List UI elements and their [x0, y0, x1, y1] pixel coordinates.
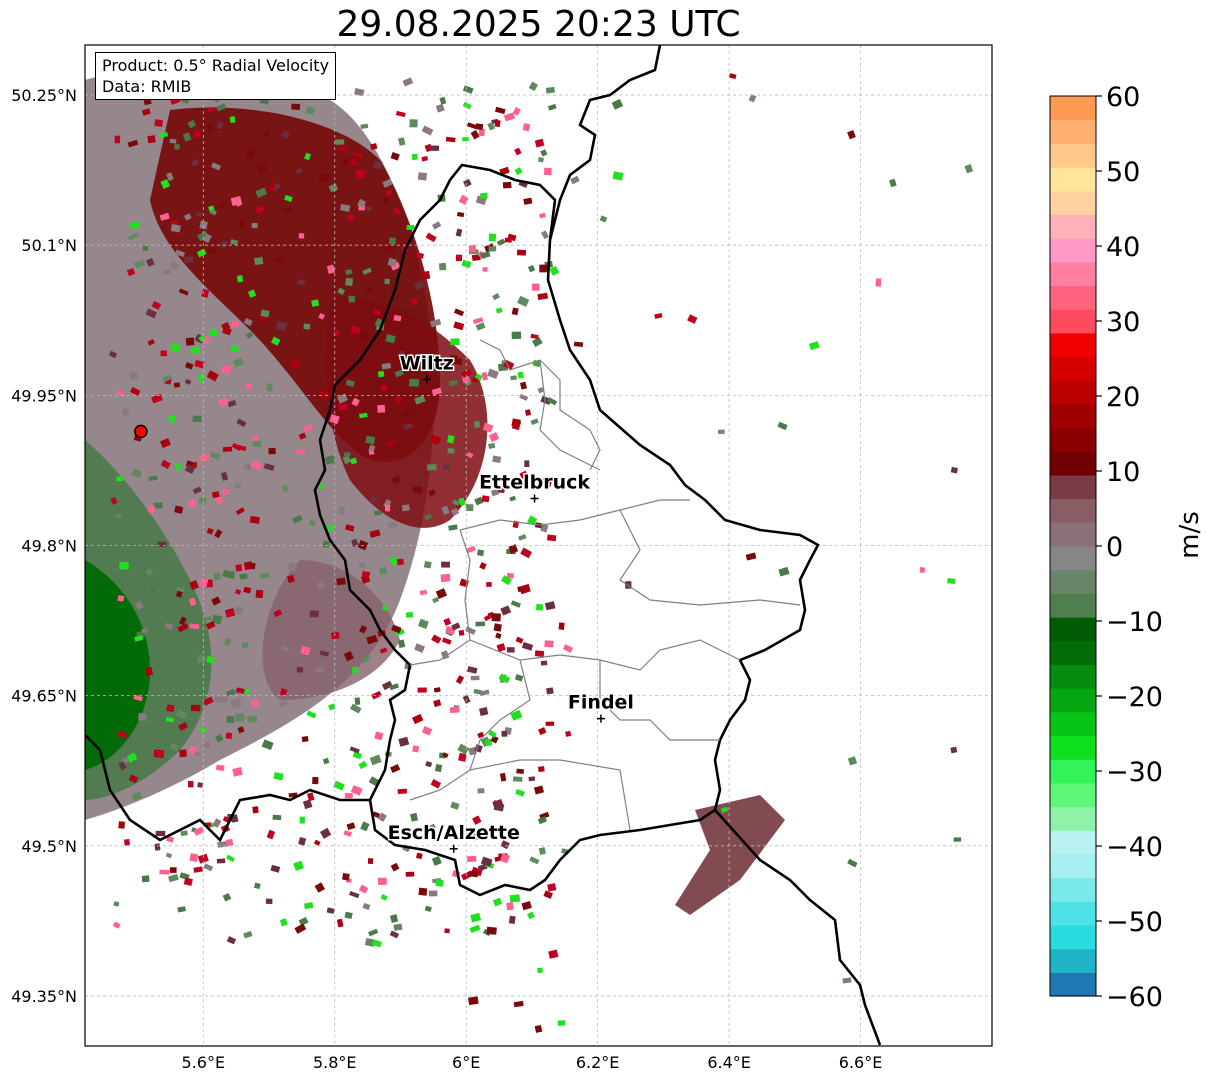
lon-tick-label: 6.6°E [839, 1053, 883, 1072]
city-ettelbruck: Ettelbruck [478, 470, 592, 503]
colorbar-segment [1050, 593, 1096, 618]
colorbar-unit-label: m/s [1174, 511, 1205, 559]
colorbar-segment [1050, 806, 1096, 831]
colorbar-segment [1050, 96, 1096, 121]
colorbar-segment [1050, 640, 1096, 666]
colorbar-segment [1050, 759, 1096, 784]
colorbar-segment [1050, 119, 1096, 144]
lat-tick-label: 50.1°N [21, 236, 77, 255]
product-line: Product: 0.5° Radial Velocity [102, 56, 330, 75]
colorbar-tick-label: −30 [1106, 757, 1163, 788]
canton-borders [409, 499, 801, 831]
colorbar-segment [1050, 948, 1096, 973]
country-border-se [714, 809, 882, 1046]
colorbar-tick-label: −60 [1106, 982, 1163, 1013]
colorbar-tick-label: −40 [1106, 832, 1163, 863]
lat-tick-label: 49.8°N [21, 537, 77, 556]
country-border-west [85, 734, 370, 843]
lon-tick-label: 6.4°E [707, 1053, 751, 1072]
lat-tick-label: 50.25°N [11, 86, 77, 105]
city-findel: Findel [566, 690, 635, 723]
colorbar-segment [1050, 167, 1096, 192]
colorbar-tick-label: −50 [1106, 907, 1163, 938]
colorbar-segment [1050, 309, 1096, 334]
colorbar-segment [1050, 972, 1096, 997]
colorbar [1049, 95, 1102, 997]
echo-field-deepgreen [85, 560, 150, 770]
lat-tick-label: 49.35°N [11, 987, 77, 1006]
radar-speckles [108, 73, 974, 1033]
colorbar-tick-label: 0 [1106, 532, 1123, 563]
colorbar-segment [1050, 498, 1096, 523]
colorbar-segment [1050, 261, 1096, 287]
colorbar-tick-label: −10 [1106, 607, 1163, 638]
colorbar-segment [1050, 356, 1096, 381]
colorbar-segment [1050, 451, 1096, 476]
lon-tick-label: 6.2°E [576, 1053, 620, 1072]
colorbar-tick-label: 10 [1106, 457, 1140, 488]
data-source-line: Data: RMIB [102, 77, 192, 96]
map-title: 29.08.2025 20:23 UTC [336, 4, 741, 45]
city-label: Ettelbruck [479, 471, 590, 493]
city-esch-alzette: Esch/Alzette [386, 820, 521, 853]
colorbar-segment [1050, 735, 1096, 760]
product-info-box: Product: 0.5° Radial Velocity Data: RMIB [95, 52, 337, 100]
colorbar-segment [1050, 285, 1096, 310]
colorbar-segment [1050, 688, 1096, 713]
colorbar-segment [1050, 830, 1096, 855]
colorbar-tick-label: 20 [1106, 382, 1140, 413]
colorbar-segment [1050, 403, 1096, 429]
colorbar-segment [1050, 877, 1096, 902]
colorbar-tick-label: 30 [1106, 307, 1140, 338]
colorbar-segment [1050, 664, 1096, 689]
colorbar-segment [1050, 617, 1096, 642]
longitude-labels: 5.6°E 5.8°E 6°E 6.2°E 6.4°E 6.6°E [182, 1053, 883, 1072]
colorbar-segment [1050, 569, 1096, 594]
echo-field-se [675, 795, 785, 915]
colorbar-tick-label: 60 [1106, 82, 1140, 113]
colorbar-segment [1050, 474, 1096, 500]
lat-tick-label: 49.95°N [11, 386, 77, 405]
colorbar-segment [1050, 332, 1096, 358]
radar-site-marker [134, 424, 148, 439]
colorbar-tick-label: −20 [1106, 682, 1163, 713]
city-label: Esch/Alzette [388, 822, 520, 844]
colorbar-segment [1050, 546, 1096, 571]
canton-borders-north [479, 339, 601, 471]
country-border-east [548, 45, 662, 241]
boundaries [85, 45, 882, 1046]
colorbar-segment [1050, 924, 1096, 950]
country-border-luxembourg [313, 163, 820, 897]
lon-tick-label: 5.8°E [313, 1053, 357, 1072]
colorbar-segment [1050, 380, 1096, 405]
colorbar-segment [1050, 522, 1096, 547]
lon-tick-label: 5.6°E [182, 1053, 226, 1072]
city-markers: Wiltz Ettelbruck Findel Esch/Alzette [386, 351, 635, 853]
colorbar-segment [1050, 901, 1096, 926]
latitude-labels: 50.25°N 50.1°N 49.95°N 49.8°N 49.65°N 49.5°N 4… [11, 86, 77, 1006]
city-wiltz: Wiltz [398, 351, 455, 384]
colorbar-segment [1050, 143, 1096, 168]
colorbar-segment [1050, 427, 1096, 452]
colorbar-segment [1050, 853, 1096, 879]
city-label: Wiltz [400, 352, 454, 374]
echo-field-mauve [262, 560, 400, 700]
lat-tick-label: 49.5°N [21, 837, 77, 856]
colorbar-tick-label: 50 [1106, 157, 1140, 188]
colorbar-segment [1050, 711, 1096, 737]
colorbar-segment [1050, 214, 1096, 239]
lon-tick-label: 6°E [452, 1053, 480, 1072]
lat-tick-label: 49.65°N [11, 687, 77, 706]
map-frame [84, 44, 993, 1047]
colorbar-segment [1050, 238, 1096, 263]
city-label: Findel [568, 692, 634, 714]
colorbar-tick-labels: 60 50 40 30 20 10 0 −10 −20 −30 −40 −50 −60 [1106, 82, 1163, 1013]
colorbar-segment [1050, 190, 1096, 216]
colorbar-tick-label: 40 [1106, 232, 1140, 263]
colorbar-segment [1050, 782, 1096, 808]
